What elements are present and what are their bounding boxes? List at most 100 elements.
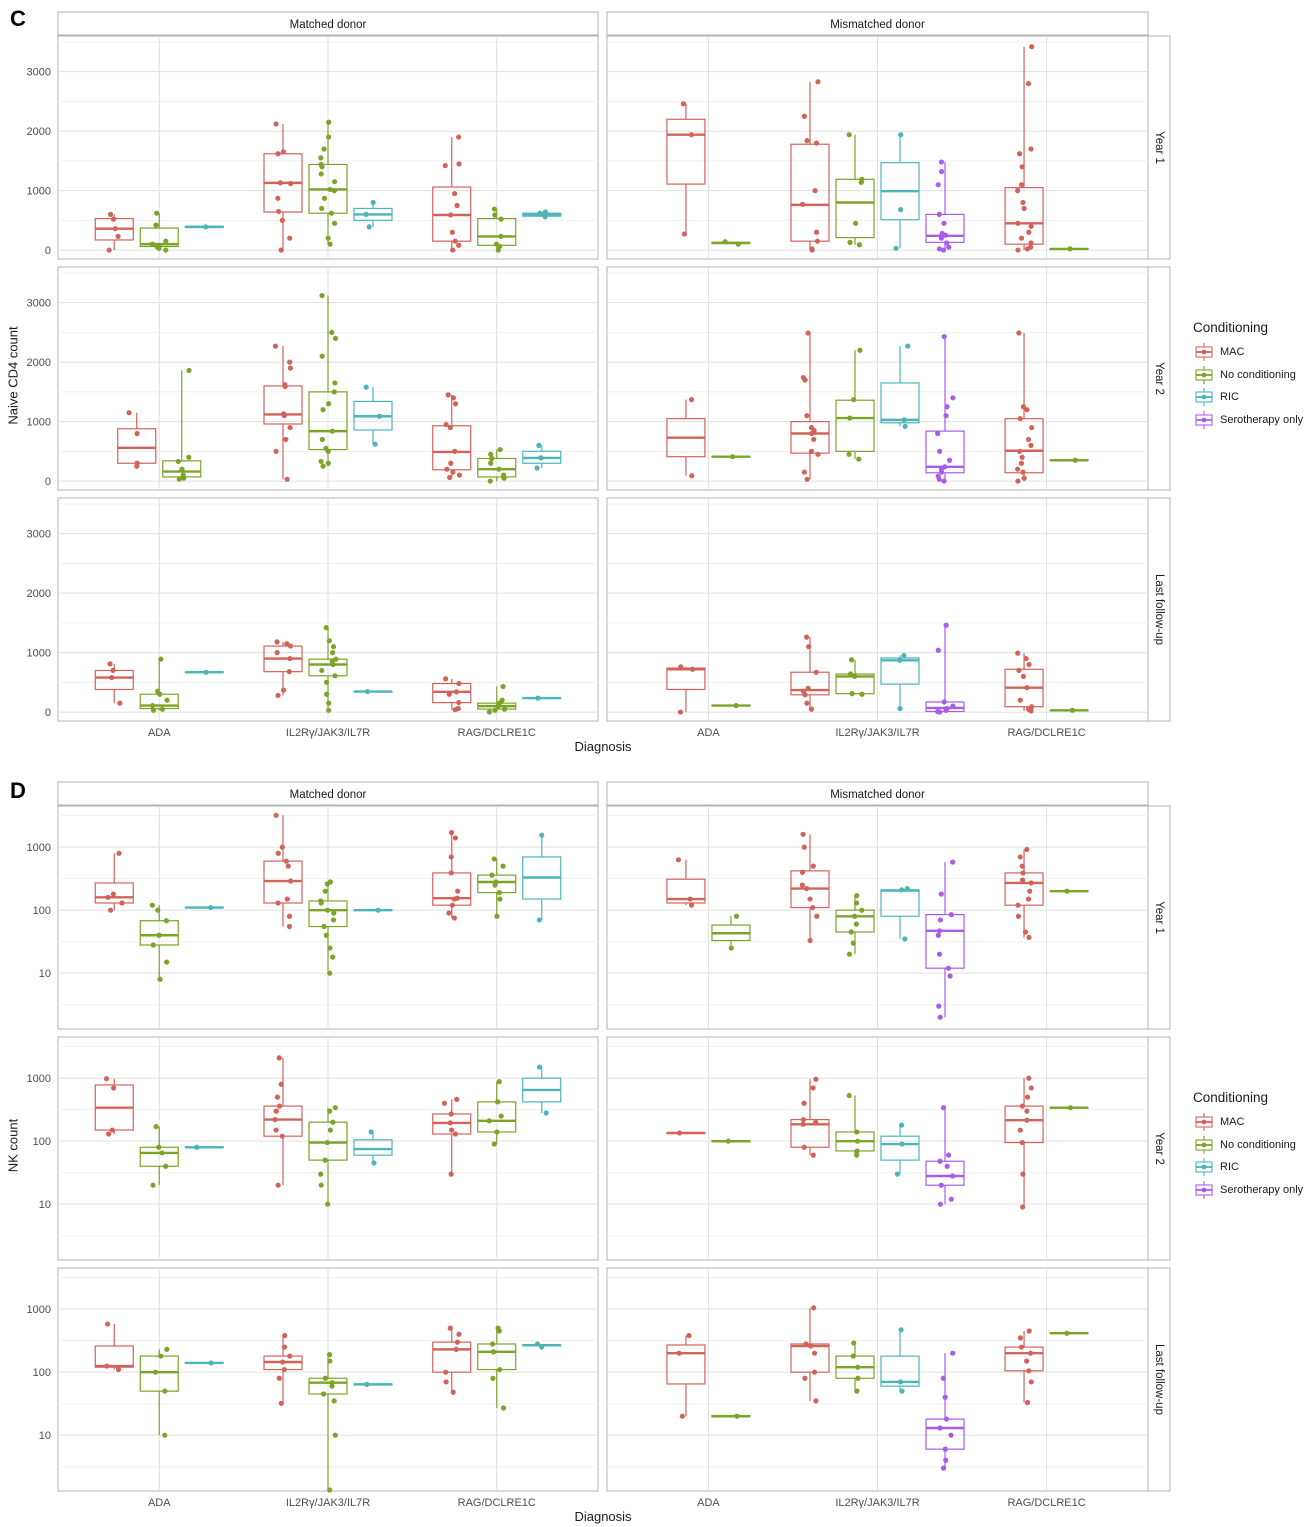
data-point — [1020, 1171, 1026, 1177]
y-tick-label: 3000 — [27, 298, 51, 310]
y-tick-label: 1000 — [27, 1073, 51, 1085]
data-point — [274, 1094, 281, 1100]
data-point — [1019, 1103, 1025, 1109]
data-point — [935, 430, 941, 437]
facet-matched-donor-year-2: 0 1000 2000 3000 — [27, 266, 599, 491]
box-iqr — [790, 671, 830, 696]
data-point — [810, 1085, 816, 1091]
data-point — [808, 706, 815, 712]
legend-key-glyph — [1195, 1181, 1213, 1200]
box-ada-ric — [184, 904, 224, 911]
data-point — [375, 907, 381, 913]
y-tick-label: 10 — [39, 968, 51, 980]
data-point — [542, 214, 548, 220]
data-point — [1018, 1344, 1025, 1350]
legend-label-ric: RIC — [1220, 1161, 1239, 1174]
strip-label-last-follow-up: Last follow-up — [1153, 1344, 1165, 1415]
data-point — [536, 1064, 543, 1070]
data-point — [676, 1350, 682, 1356]
data-point — [116, 850, 122, 856]
data-point — [486, 1118, 492, 1124]
box-ada-no-conditioning — [139, 210, 179, 253]
data-point — [801, 113, 807, 119]
data-point — [943, 413, 949, 419]
data-point — [149, 702, 156, 709]
data-point — [1026, 229, 1032, 235]
data-point — [330, 954, 336, 960]
data-point — [273, 1108, 279, 1114]
data-point — [370, 199, 376, 206]
box-iqr — [925, 914, 965, 969]
data-point — [363, 384, 369, 390]
data-point — [275, 850, 281, 856]
data-point — [1025, 896, 1032, 902]
data-point — [801, 844, 807, 850]
data-point — [940, 1105, 947, 1111]
data-point — [854, 1138, 861, 1144]
data-point — [1029, 44, 1035, 50]
data-point — [158, 656, 164, 662]
facet-mismatched-donor-last-follow-up: ADA IL2Rγ/JAK3/IL7R RAG/DCLRE1C — [606, 1267, 1149, 1509]
box-il2r-jak3-il7r-no-conditioning — [308, 1105, 348, 1207]
box-ada-ric — [184, 1144, 224, 1150]
data-point — [1019, 454, 1025, 460]
data-point — [846, 1092, 852, 1099]
box-il2r-jak3-il7r-serotherapy-only — [925, 859, 965, 1020]
x-tick-label: ADA — [697, 727, 720, 739]
data-point — [447, 1325, 453, 1331]
data-point — [500, 863, 506, 869]
data-point — [941, 333, 947, 340]
data-point — [1024, 685, 1030, 691]
data-point — [155, 907, 161, 913]
data-point — [449, 902, 455, 908]
box-iqr — [353, 1139, 393, 1156]
data-point — [281, 1366, 287, 1373]
data-point — [1015, 466, 1021, 472]
data-point — [126, 410, 132, 416]
data-point — [456, 161, 462, 167]
data-point — [163, 238, 169, 244]
y-tick-label: 1000 — [27, 1304, 51, 1316]
data-point — [329, 428, 336, 434]
data-point — [497, 896, 503, 902]
data-point — [944, 705, 950, 712]
box-ada-no-conditioning — [139, 656, 179, 713]
data-point — [286, 669, 292, 675]
data-point — [447, 1120, 453, 1126]
data-point — [489, 455, 495, 462]
box-ada-ric — [184, 1360, 224, 1366]
data-point — [938, 1182, 944, 1188]
data-point — [944, 404, 950, 410]
data-point — [1026, 661, 1032, 668]
data-point — [1019, 877, 1026, 883]
box-rag-dclre1c-no-conditioning — [1049, 1105, 1089, 1111]
data-point — [687, 896, 693, 902]
data-point — [372, 441, 378, 447]
data-point — [163, 247, 169, 253]
data-point — [280, 687, 287, 693]
data-point — [321, 146, 327, 152]
y-tick-label: 1000 — [27, 842, 51, 854]
data-point — [104, 1321, 111, 1327]
data-point — [283, 436, 289, 443]
data-point — [686, 1333, 692, 1339]
strip-label-mismatched-donor: Mismatched donor — [830, 19, 925, 31]
data-point — [1028, 442, 1034, 448]
data-point — [279, 1133, 285, 1139]
strip-mismatched-donor — [606, 11, 1149, 36]
data-point — [807, 937, 813, 944]
data-point — [1019, 1139, 1025, 1146]
data-point — [103, 1076, 110, 1082]
legend-item-serotherapy-only: Serotherapy only — [1193, 409, 1303, 432]
data-point — [176, 476, 182, 482]
data-point — [1021, 475, 1027, 481]
data-point — [805, 330, 811, 336]
data-point — [855, 1375, 861, 1381]
data-point — [1072, 457, 1078, 463]
data-point — [442, 163, 448, 169]
box-ada-no-conditioning — [162, 367, 202, 482]
box-il2r-jak3-il7r-ric — [880, 343, 920, 429]
box-rag-dclre1c-ric — [522, 1341, 562, 1350]
data-point — [936, 1003, 942, 1009]
data-point — [203, 669, 209, 675]
